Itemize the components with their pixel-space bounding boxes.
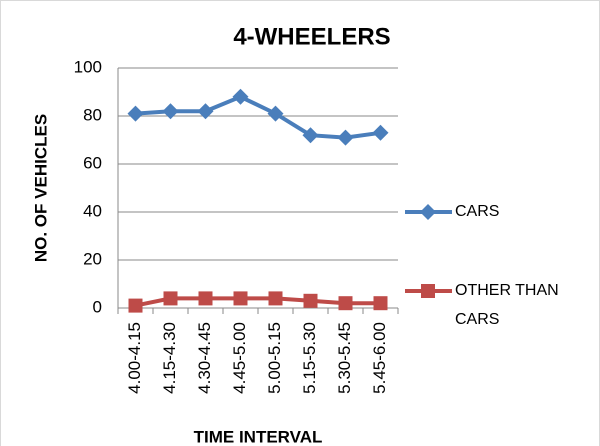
legend-entry: CARS [455, 203, 500, 220]
data-point [198, 291, 213, 306]
y-tick-label: 40 [83, 201, 102, 220]
data-point [232, 88, 249, 105]
x-tick-label: 5.45-6.00 [370, 322, 389, 394]
y-tick-label: 80 [83, 105, 102, 124]
data-point [373, 296, 388, 311]
data-point [128, 298, 143, 313]
legend-label: OTHER THAN CARS [455, 282, 559, 328]
x-tick-label: 4.30-4.45 [195, 322, 214, 394]
x-tick-label: 5.15-5.30 [300, 322, 319, 394]
data-point [337, 129, 354, 146]
x-tick-label: 5.30-5.45 [335, 322, 354, 394]
x-tick-label: 4.45-5.00 [230, 322, 249, 394]
data-point [163, 291, 178, 306]
data-point [302, 127, 319, 144]
y-tick-label: 0 [93, 297, 102, 316]
x-axis-label: TIME INTERVAL [194, 427, 323, 446]
chart-title: 4-WHEELERS [233, 23, 390, 50]
data-point [268, 291, 283, 306]
data-point [162, 103, 179, 120]
data-point [372, 124, 389, 141]
data-point [197, 103, 214, 120]
data-point [267, 105, 284, 122]
data-point [233, 291, 248, 306]
x-tick-label: 4.00-4.15 [125, 322, 144, 394]
x-tick-label: 4.15-4.30 [160, 322, 179, 394]
y-tick-label: 100 [74, 57, 102, 76]
data-point [303, 293, 318, 308]
legend-label: CARS [455, 203, 500, 220]
y-axis-label: NO. OF VEHICLES [31, 114, 50, 262]
data-point [338, 296, 353, 311]
y-tick-label: 60 [83, 153, 102, 172]
x-tick-label: 5.00-5.15 [265, 322, 284, 394]
data-point [421, 284, 435, 298]
legend-entry: OTHER THAN CARS [455, 282, 559, 328]
data-point [420, 204, 436, 220]
y-tick-label: 20 [83, 249, 102, 268]
data-point [127, 105, 144, 122]
